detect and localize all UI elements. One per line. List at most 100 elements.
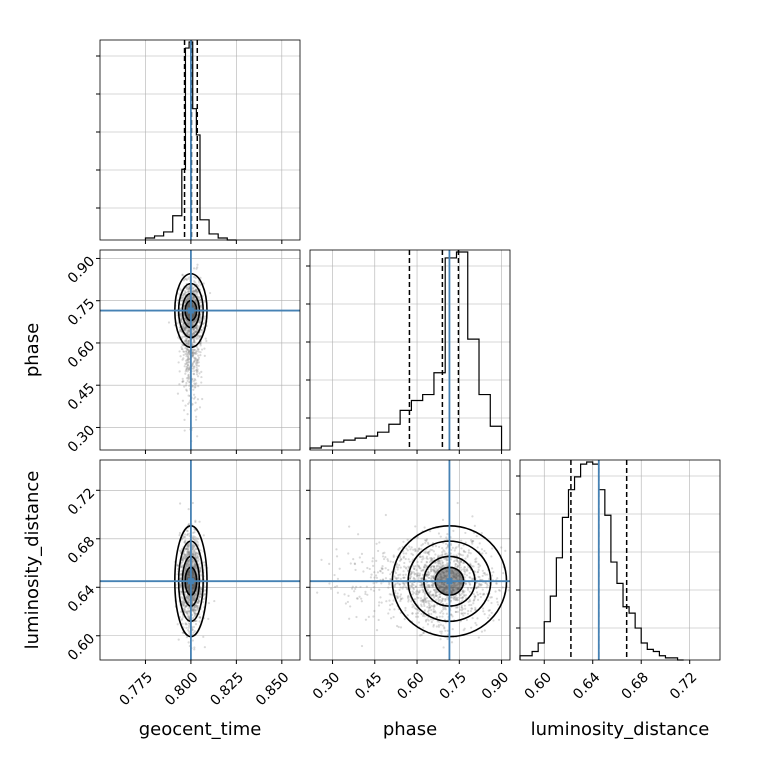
sample-point (463, 590, 466, 593)
sample-point (192, 393, 196, 396)
sample-point (335, 585, 339, 588)
sample-point (194, 520, 197, 524)
sample-point (184, 569, 187, 572)
sample-point (186, 565, 189, 568)
sample-point (185, 597, 188, 600)
sample-point (394, 571, 398, 575)
sample-point (187, 616, 190, 619)
sample-point (379, 569, 382, 572)
sample-point (404, 586, 407, 589)
sample-point (186, 321, 189, 325)
sample-point (416, 574, 420, 577)
sample-point (203, 593, 206, 596)
sample-point (193, 289, 196, 292)
sample-point (183, 385, 186, 388)
sample-point (185, 596, 188, 599)
sample-point (176, 392, 180, 395)
sample-point (192, 631, 195, 634)
sample-point (433, 595, 436, 598)
sample-point (196, 587, 199, 590)
sample-point (433, 565, 436, 568)
sample-point (437, 560, 440, 563)
sample-point (441, 553, 444, 556)
sample-point (430, 559, 433, 562)
sample-point (400, 558, 403, 561)
sample-point (183, 335, 186, 338)
sample-point (196, 293, 199, 296)
sample-point (397, 625, 400, 629)
sample-point (460, 606, 463, 609)
sample-point (187, 553, 190, 556)
sample-point (194, 603, 197, 607)
sample-point (412, 588, 415, 591)
sample-point (432, 568, 435, 571)
sample-point (415, 593, 418, 596)
sample-point (463, 566, 466, 569)
sample-point (187, 351, 190, 354)
sample-point (433, 556, 436, 560)
sample-point (432, 565, 436, 569)
sample-point (181, 631, 184, 634)
sample-point (184, 352, 187, 356)
sample-point (195, 363, 198, 366)
sample-point (402, 576, 405, 579)
sample-point (186, 597, 189, 600)
sample-point (185, 610, 189, 613)
sample-point (199, 569, 202, 573)
sample-point (434, 561, 437, 564)
sample-point (197, 296, 201, 299)
sample-point (462, 591, 465, 594)
sample-point (182, 552, 185, 556)
sample-point (461, 589, 464, 592)
sample-point (387, 586, 390, 589)
sample-point (462, 549, 465, 552)
sample-point (459, 560, 462, 563)
sample-point (389, 604, 392, 607)
sample-point (452, 598, 456, 601)
sample-point (186, 376, 190, 379)
sample-point (422, 600, 425, 604)
sample-point (435, 571, 438, 574)
sample-point (403, 565, 406, 568)
sample-point (194, 519, 197, 522)
sample-point (186, 358, 189, 361)
sample-point (187, 373, 190, 376)
sample-point (192, 295, 195, 298)
sample-point (456, 606, 459, 609)
sample-point (187, 596, 190, 600)
sample-point (187, 559, 190, 562)
sample-point (185, 298, 188, 302)
sample-point (439, 554, 442, 557)
sample-point (445, 538, 449, 541)
sample-point (180, 317, 183, 320)
sample-point (409, 574, 412, 577)
sample-point (420, 544, 423, 547)
sample-point (407, 600, 410, 603)
panel-frame (99, 39, 301, 241)
sample-point (195, 370, 198, 374)
sample-point (194, 385, 197, 388)
sample-point (194, 554, 197, 557)
sample-point (420, 560, 423, 564)
sample-point (182, 615, 185, 618)
sample-point (187, 369, 190, 372)
sample-point (382, 557, 386, 561)
sample-point (178, 534, 181, 537)
sample-point (192, 538, 195, 541)
sample-point (435, 616, 438, 619)
sample-point (203, 589, 207, 592)
sample-point (475, 557, 478, 560)
sample-point (489, 596, 492, 599)
sample-point (181, 622, 184, 625)
sample-point (187, 563, 190, 567)
sample-point (179, 582, 182, 586)
sample-point (192, 290, 195, 293)
sample-point (469, 600, 472, 603)
sample-point (179, 610, 183, 613)
sample-point (412, 587, 415, 590)
sample-point (434, 561, 437, 564)
sample-point (412, 591, 416, 594)
sample-point (188, 276, 191, 279)
sample-point (399, 626, 403, 629)
sample-point (197, 350, 200, 353)
